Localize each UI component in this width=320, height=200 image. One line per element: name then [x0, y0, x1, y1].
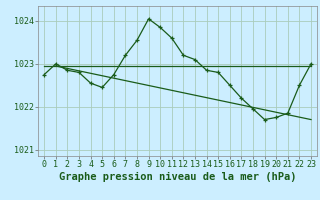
X-axis label: Graphe pression niveau de la mer (hPa): Graphe pression niveau de la mer (hPa) [59, 172, 296, 182]
